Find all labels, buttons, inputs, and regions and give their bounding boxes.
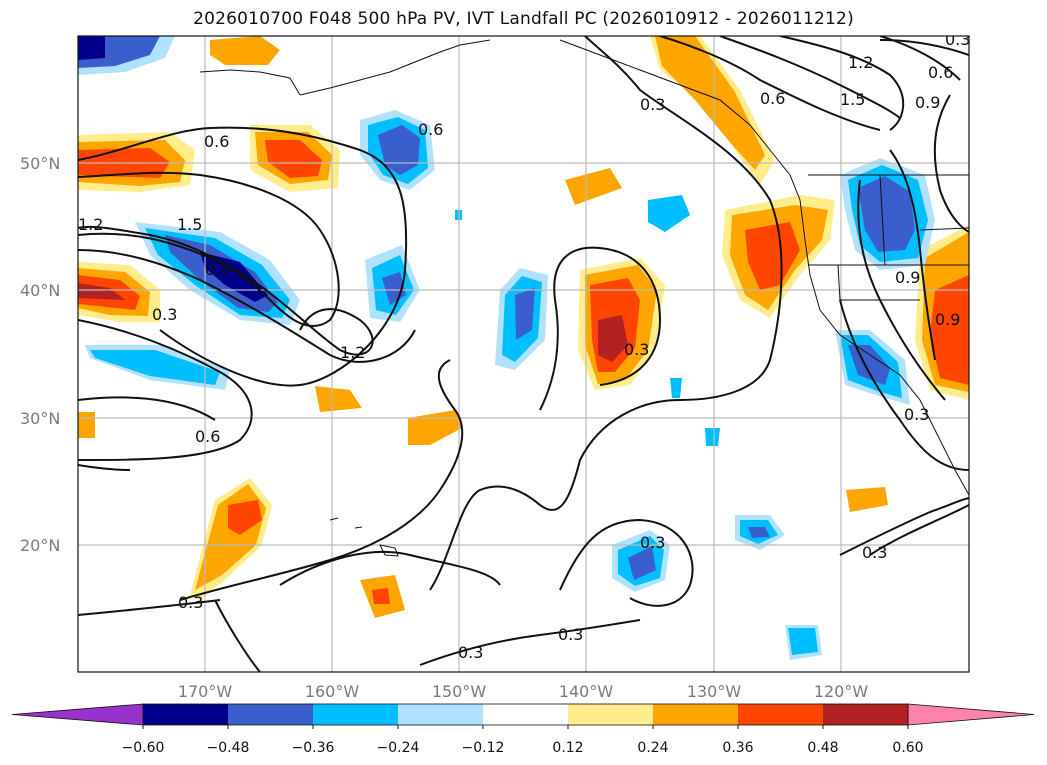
- colorbar-segment: [143, 704, 228, 725]
- contour-label: 1.2: [78, 215, 103, 234]
- contour-label: 0.3: [458, 643, 483, 662]
- lon-label: 130°W: [687, 682, 742, 701]
- coastlines: [199, 39, 969, 557]
- contour-label: 1.5: [177, 215, 202, 234]
- contour-label: 0.9: [895, 268, 920, 287]
- latitude-labels: 50°N 40°N 30°N 20°N: [20, 154, 60, 555]
- lon-label: 140°W: [559, 682, 614, 701]
- contour-label: 0.3: [152, 305, 177, 324]
- colorbar-extend-max: [907, 703, 1035, 726]
- colorbar-tick-label: 0.36: [722, 740, 753, 756]
- colorbar-tick-label: −0.24: [377, 740, 420, 756]
- colorbar-extend-min: [11, 703, 144, 726]
- contour-label: 0.3: [178, 593, 203, 612]
- colorbar-tick-label: −0.48: [207, 740, 250, 756]
- map-title: 2026010700 F048 500 hPa PV, IVT Landfall…: [193, 9, 854, 29]
- colorbar: [11, 703, 1035, 726]
- contour-label: 0.3: [640, 533, 665, 552]
- colorbar-segment: [313, 704, 398, 725]
- contour-label: 0.3: [640, 95, 665, 114]
- lat-label: 40°N: [20, 281, 60, 300]
- graticule: [78, 36, 969, 672]
- colorbar-tick-label: 0.48: [807, 740, 838, 756]
- contour-label: 1.2: [848, 53, 873, 72]
- contour-label: 0.6: [928, 63, 953, 82]
- colorbar-segment: [398, 704, 483, 725]
- lat-label: 50°N: [20, 154, 60, 173]
- lon-label: 120°W: [814, 682, 869, 701]
- colorbar-tick-label: −0.36: [292, 740, 335, 756]
- colorbar-ticks: −0.60 −0.48 −0.36 −0.24 −0.12 0.12 0.24 0.36 0.4…: [122, 725, 924, 756]
- contour-label: 0.9: [935, 310, 960, 329]
- contour-label: 0.9: [915, 93, 940, 112]
- colorbar-segment: [568, 704, 653, 725]
- ivt-contours: [78, 36, 969, 672]
- colorbar-tick-label: 0.24: [637, 740, 668, 756]
- colorbar-segment: [228, 704, 313, 725]
- contour-label: 0.3: [945, 30, 970, 49]
- contour-label: 0.3: [558, 625, 583, 644]
- map-frame: [77, 35, 970, 673]
- contour-label: 0.3: [904, 405, 929, 424]
- colorbar-segment: [823, 704, 908, 725]
- longitude-labels: 170°W 160°W 150°W 140°W 130°W 120°W: [178, 682, 869, 701]
- contour-label: 0.3: [624, 340, 649, 359]
- colorbar-segment: [653, 704, 738, 725]
- contour-label: 0.9: [205, 260, 230, 279]
- contour-labels: 0.6 0.6 1.2 1.5 0.9 1.2 0.3 0.6 0.3 0.3 …: [78, 30, 970, 662]
- contour-label: 0.3: [862, 543, 887, 562]
- colorbar-tick-label: 0.60: [892, 740, 923, 756]
- colorbar-tick-label: −0.12: [462, 740, 505, 756]
- lon-label: 150°W: [432, 682, 487, 701]
- colorbar-tick-label: −0.60: [122, 740, 165, 756]
- contour-label: 0.6: [204, 132, 229, 151]
- lat-label: 20°N: [20, 536, 60, 555]
- contour-label: 1.2: [340, 343, 365, 362]
- colorbar-tick-label: 0.12: [552, 740, 583, 756]
- lon-label: 160°W: [305, 682, 360, 701]
- contour-label: 0.6: [195, 427, 220, 446]
- colorbar-frame: [142, 703, 909, 726]
- lat-label: 30°N: [20, 409, 60, 428]
- colorbar-segment: [483, 704, 568, 725]
- contour-label: 0.6: [760, 89, 785, 108]
- lon-label: 170°W: [178, 682, 233, 701]
- contour-label: 0.6: [418, 120, 443, 139]
- contour-label: 1.5: [840, 90, 865, 109]
- colorbar-segment: [738, 704, 823, 725]
- pv-positive-shading: [78, 36, 969, 618]
